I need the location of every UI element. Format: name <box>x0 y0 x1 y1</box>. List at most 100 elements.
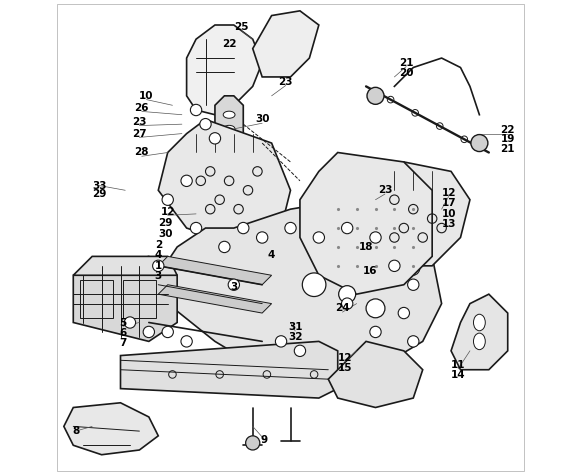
Circle shape <box>153 260 164 272</box>
Circle shape <box>191 222 202 234</box>
Circle shape <box>124 317 135 328</box>
Bar <box>123 280 156 318</box>
Text: 32: 32 <box>288 332 303 342</box>
Circle shape <box>218 241 230 253</box>
Polygon shape <box>73 256 177 342</box>
Text: 33: 33 <box>92 180 106 190</box>
Circle shape <box>339 285 356 303</box>
Circle shape <box>228 279 239 290</box>
Polygon shape <box>328 342 423 408</box>
Text: 17: 17 <box>442 199 456 209</box>
Circle shape <box>370 232 381 243</box>
Text: 21: 21 <box>399 58 414 68</box>
Circle shape <box>313 232 325 243</box>
Text: 30: 30 <box>255 114 270 124</box>
Text: 10: 10 <box>442 209 456 219</box>
Text: 18: 18 <box>359 242 374 252</box>
Text: 25: 25 <box>234 22 248 32</box>
Text: 3: 3 <box>230 282 238 292</box>
Text: 7: 7 <box>119 338 127 348</box>
Ellipse shape <box>223 111 235 118</box>
Circle shape <box>408 336 419 347</box>
Circle shape <box>275 336 286 347</box>
Circle shape <box>181 175 192 187</box>
Text: 13: 13 <box>442 219 456 229</box>
Text: 5: 5 <box>119 317 127 327</box>
Circle shape <box>398 307 410 319</box>
Text: 22: 22 <box>500 125 515 135</box>
Ellipse shape <box>406 218 421 238</box>
Text: 11: 11 <box>451 360 465 370</box>
Circle shape <box>246 436 260 450</box>
Circle shape <box>191 104 202 116</box>
Text: 20: 20 <box>399 68 414 78</box>
Ellipse shape <box>474 314 485 331</box>
Text: 14: 14 <box>451 370 465 380</box>
Polygon shape <box>451 294 508 370</box>
Polygon shape <box>300 152 432 294</box>
Text: 29: 29 <box>158 218 173 228</box>
Polygon shape <box>158 256 271 285</box>
Text: 22: 22 <box>222 39 236 49</box>
Bar <box>80 280 113 318</box>
Text: 1: 1 <box>155 261 162 271</box>
Circle shape <box>162 194 173 205</box>
Text: 3: 3 <box>155 271 162 281</box>
Text: 23: 23 <box>132 117 146 127</box>
Ellipse shape <box>223 140 235 147</box>
Text: 12: 12 <box>442 188 456 198</box>
Circle shape <box>209 133 221 144</box>
Text: 10: 10 <box>139 91 154 101</box>
Circle shape <box>302 273 326 296</box>
Polygon shape <box>158 200 442 379</box>
Circle shape <box>370 326 381 338</box>
Circle shape <box>256 232 268 243</box>
Text: 23: 23 <box>378 185 392 195</box>
Text: 2: 2 <box>155 239 162 249</box>
Polygon shape <box>158 119 290 247</box>
Circle shape <box>295 345 306 357</box>
Circle shape <box>366 299 385 318</box>
Text: 8: 8 <box>72 426 79 436</box>
Text: 6: 6 <box>119 328 127 338</box>
Circle shape <box>238 222 249 234</box>
Circle shape <box>162 326 173 338</box>
Text: 28: 28 <box>134 148 149 158</box>
Polygon shape <box>158 285 271 313</box>
Circle shape <box>285 222 296 234</box>
Text: 15: 15 <box>338 363 352 373</box>
Text: 4: 4 <box>155 250 162 260</box>
Text: 26: 26 <box>134 103 149 113</box>
Text: 9: 9 <box>261 435 268 445</box>
Circle shape <box>342 222 353 234</box>
Ellipse shape <box>474 333 485 350</box>
Polygon shape <box>187 25 262 115</box>
Circle shape <box>181 336 192 347</box>
Circle shape <box>200 118 211 130</box>
Ellipse shape <box>406 238 421 256</box>
Polygon shape <box>73 256 177 275</box>
Polygon shape <box>120 342 338 398</box>
Circle shape <box>342 298 353 309</box>
Text: 12: 12 <box>338 353 352 363</box>
Polygon shape <box>64 403 158 455</box>
Polygon shape <box>253 11 319 77</box>
Text: 21: 21 <box>500 144 515 154</box>
Text: 24: 24 <box>335 304 350 314</box>
Text: 12: 12 <box>160 207 175 217</box>
Circle shape <box>408 279 419 290</box>
Text: 27: 27 <box>132 129 146 139</box>
Text: 19: 19 <box>501 134 515 144</box>
Text: 29: 29 <box>92 189 106 199</box>
Text: 31: 31 <box>288 322 303 332</box>
Polygon shape <box>215 96 243 162</box>
Ellipse shape <box>223 125 235 133</box>
Text: 4: 4 <box>268 250 275 260</box>
Circle shape <box>143 326 155 338</box>
Text: 16: 16 <box>363 266 377 276</box>
Ellipse shape <box>406 256 421 275</box>
Circle shape <box>471 134 488 152</box>
Text: 23: 23 <box>278 76 293 86</box>
Circle shape <box>389 260 400 272</box>
Polygon shape <box>366 162 470 266</box>
